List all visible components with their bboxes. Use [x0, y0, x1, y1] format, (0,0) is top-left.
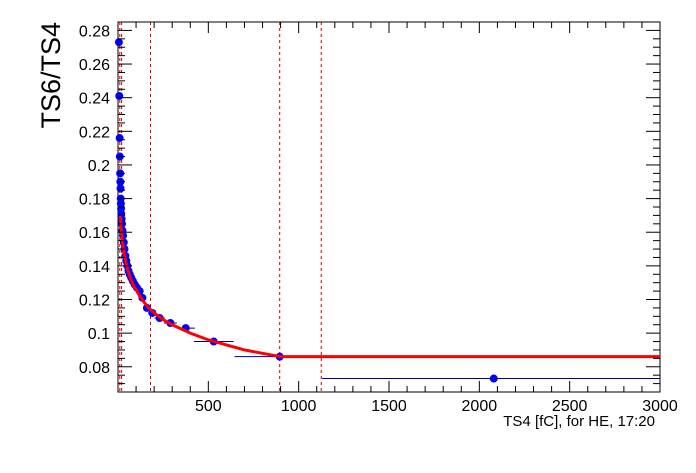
y-tick-label: 0.24: [79, 91, 110, 108]
y-tick-label: 0.28: [79, 23, 110, 40]
y-tick-label: 0.22: [79, 124, 110, 141]
y-tick-label: 0.12: [79, 293, 110, 310]
y-tick-label: 0.18: [79, 192, 110, 209]
y-tick-label: 0.14: [79, 259, 110, 276]
x-tick-label: 2500: [552, 398, 588, 415]
x-tick-label: 1500: [371, 398, 407, 415]
y-tick-label: 0.16: [79, 225, 110, 242]
x-tick-label: 500: [195, 398, 222, 415]
x-tick-label: 3000: [642, 398, 678, 415]
data-point-0: [114, 38, 123, 47]
x-tick-label: 1000: [281, 398, 317, 415]
data-point-6: [116, 184, 125, 193]
data-point-35: [489, 374, 498, 383]
y-tick-label: 0.1: [88, 326, 110, 343]
data-point-1: [115, 92, 124, 100]
y-tick-label: 0.2: [88, 158, 110, 175]
fit-curve: [118, 215, 660, 359]
x-tick-label: 2000: [462, 398, 498, 415]
axes: 500 1000 1500 2000 2500 3000 0.08 0.1 0.12 0.14 0.…: [79, 22, 678, 415]
y-tick-label: 0.26: [79, 57, 110, 74]
x-axis-title: TS4 [fC], for HE, 17:20: [503, 413, 655, 430]
y-axis-title: TS6/TS4: [36, 22, 66, 129]
chart-marks: [114, 22, 660, 392]
data-point-2: [115, 134, 124, 143]
y-tick-label: 0.08: [79, 360, 110, 377]
